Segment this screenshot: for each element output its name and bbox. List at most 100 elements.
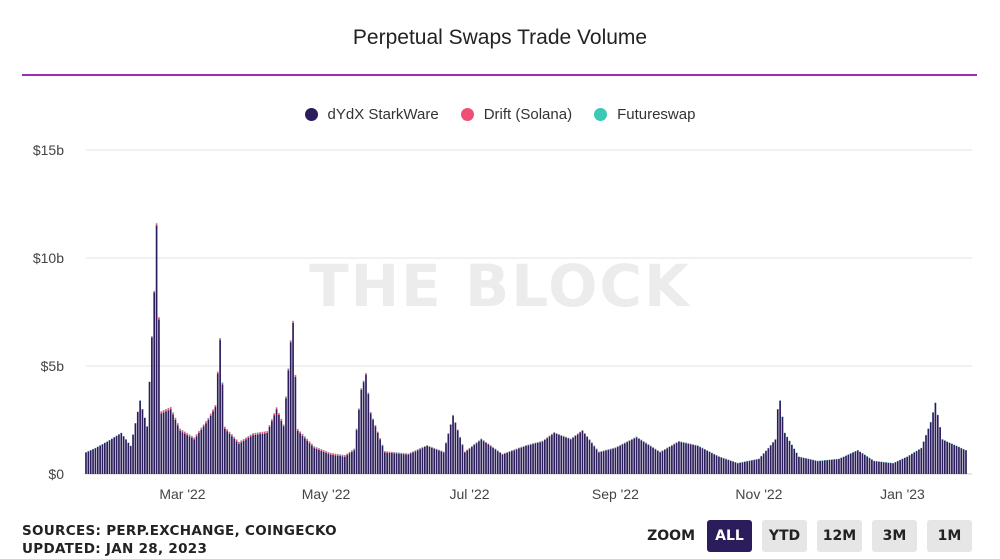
bar-dydx-starkware	[642, 441, 645, 474]
bar-dydx-starkware	[616, 446, 619, 474]
bar-dydx-starkware	[153, 292, 156, 474]
zoom-1m-button[interactable]: 1M	[927, 520, 972, 552]
bar-dydx-starkware	[259, 434, 261, 474]
bar-dydx-starkware	[720, 457, 723, 474]
bar-dydx-starkware	[494, 449, 497, 474]
bar-dydx-starkware	[913, 452, 916, 474]
bar-dydx-starkware	[802, 457, 805, 474]
bar-drift-solana	[506, 452, 509, 453]
bar-dydx-starkware	[546, 438, 549, 474]
bar-drift-solana	[266, 431, 269, 433]
bar-dydx-starkware	[553, 432, 556, 474]
bar-dydx-starkware	[819, 460, 821, 474]
bar-dydx-starkware	[303, 438, 306, 474]
bar-drift-solana	[447, 433, 450, 435]
bar-dydx-starkware	[793, 448, 796, 474]
zoom-12m-button[interactable]: 12M	[817, 520, 862, 552]
bar-dydx-starkware	[588, 440, 591, 474]
bar-dydx-starkware	[456, 430, 459, 474]
bar-drift-solana	[158, 317, 160, 320]
bar-drift-solana	[273, 413, 276, 416]
bar-dydx-starkware	[506, 452, 509, 474]
bar-dydx-starkware	[209, 415, 212, 474]
bar-dydx-starkware	[226, 431, 229, 474]
bar-drift-solana	[252, 433, 254, 436]
bar-dydx-starkware	[89, 450, 92, 474]
bar-dydx-starkware	[965, 450, 967, 474]
bar-dydx-starkware	[894, 462, 897, 474]
bar-dydx-starkware	[287, 370, 290, 474]
bar-drift-solana	[249, 434, 252, 437]
bar-dydx-starkware	[725, 459, 727, 474]
bar-drift-solana	[299, 431, 301, 434]
bar-drift-solana	[607, 449, 610, 450]
bar-dydx-starkware	[400, 453, 403, 474]
bar-drift-solana	[198, 431, 200, 433]
bar-dydx-starkware	[551, 434, 553, 474]
bar-dydx-starkware	[475, 443, 478, 474]
x-tick-label: Nov '22	[735, 486, 782, 502]
bar-dydx-starkware	[169, 409, 172, 474]
bar-drift-solana	[548, 435, 551, 437]
bar-dydx-starkware	[892, 463, 894, 474]
zoom-all-button[interactable]: ALL	[707, 520, 752, 552]
legend-item-futureswap[interactable]: Futureswap	[594, 106, 695, 123]
bar-dydx-starkware	[125, 439, 127, 474]
bar-dydx-starkware	[906, 456, 909, 474]
bar-drift-solana	[398, 452, 400, 454]
bar-drift-solana	[499, 452, 501, 453]
bar-drift-solana	[179, 428, 181, 431]
bar-drift-solana	[496, 450, 499, 452]
bar-drift-solana	[334, 453, 337, 456]
bar-dydx-starkware	[767, 448, 770, 474]
bar-dydx-starkware	[318, 449, 320, 474]
bar-dydx-starkware	[532, 444, 534, 474]
bar-drift-solana	[440, 450, 443, 452]
bar-dydx-starkware	[591, 443, 593, 474]
bar-dydx-starkware	[219, 340, 221, 474]
bar-dydx-starkware	[381, 445, 384, 474]
legend-item-dydx[interactable]: dYdX StarkWare	[304, 106, 439, 123]
bar-drift-solana	[235, 439, 238, 442]
bar-dydx-starkware	[426, 445, 429, 474]
bar-drift-solana	[414, 450, 417, 452]
bar-dydx-starkware	[414, 451, 417, 474]
bar-dydx-starkware	[231, 436, 233, 474]
bar-drift-solana	[522, 446, 525, 447]
zoom-ytd-button[interactable]: YTD	[762, 520, 807, 552]
legend-item-drift[interactable]: Drift (Solana)	[460, 106, 572, 123]
bar-drift-solana	[386, 451, 389, 453]
bar-dydx-starkware	[518, 448, 520, 474]
bar-dydx-starkware	[765, 450, 767, 474]
bar-dydx-starkware	[612, 448, 614, 474]
bar-dydx-starkware	[734, 462, 737, 474]
zoom-3m-button[interactable]: 3M	[872, 520, 917, 552]
bar-drift-solana	[492, 447, 494, 448]
bar-dydx-starkware	[487, 444, 490, 474]
bar-dydx-starkware	[852, 452, 854, 474]
bar-dydx-starkware	[776, 409, 779, 474]
bar-dydx-starkware	[908, 455, 911, 474]
bar-dydx-starkware	[440, 451, 443, 474]
bar-dydx-starkware	[678, 441, 680, 474]
bar-dydx-starkware	[362, 382, 365, 474]
bar-dydx-starkware	[94, 448, 97, 474]
bar-dydx-starkware	[779, 400, 781, 474]
bar-drift-solana	[555, 433, 558, 434]
bar-dydx-starkware	[416, 450, 419, 474]
bar-dydx-starkware	[943, 440, 946, 474]
bar-drift-solana	[223, 426, 226, 429]
bar-dydx-starkware	[388, 452, 391, 474]
bar-dydx-starkware	[711, 453, 713, 474]
bar-drift-solana	[202, 424, 205, 427]
bar-dydx-starkware	[607, 449, 610, 474]
bar-drift-solana	[339, 454, 341, 456]
bar-drift-solana	[595, 448, 598, 450]
bar-dydx-starkware	[503, 453, 506, 474]
bar-dydx-starkware	[351, 451, 353, 474]
bar-dydx-starkware	[365, 374, 367, 474]
bar-drift-solana	[431, 447, 433, 448]
bar-drift-solana	[482, 440, 485, 442]
bar-dydx-starkware	[718, 456, 720, 474]
